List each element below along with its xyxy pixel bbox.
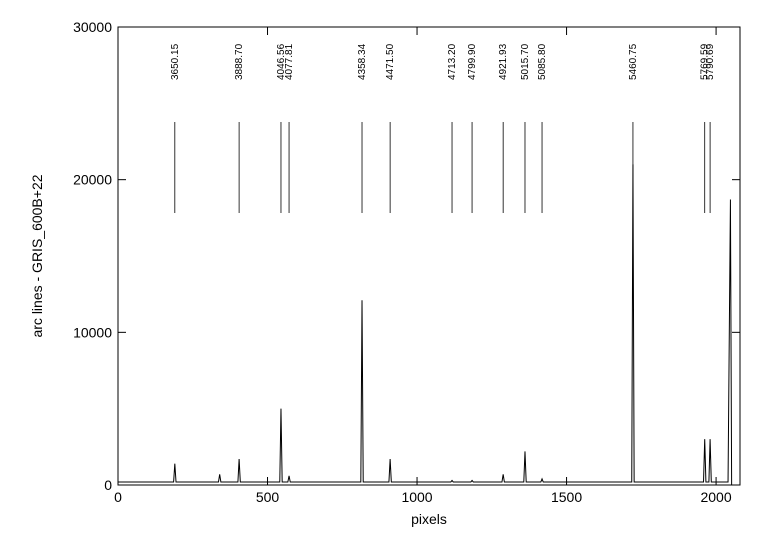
y-axis-label: arc lines - GRIS_600B+22 xyxy=(29,174,45,337)
line-id-label: 4713.20 xyxy=(447,43,458,80)
x-tick-label: 0 xyxy=(114,489,122,505)
plot-frame xyxy=(117,26,741,486)
line-id-label: 3888.70 xyxy=(234,43,245,80)
line-id-label: 4799.90 xyxy=(467,43,478,80)
line-id-label: 4358.34 xyxy=(357,43,368,80)
spectrum-line xyxy=(118,164,733,486)
line-id-label: 5460.75 xyxy=(628,43,639,80)
line-id-label: 4921.93 xyxy=(498,43,509,80)
x-tick-label: 1000 xyxy=(401,489,432,505)
line-id-label: 5769.59 xyxy=(700,43,711,80)
x-tick-label: 2000 xyxy=(700,489,731,505)
y-tick-label: 0 xyxy=(104,477,112,493)
y-tick-label: 10000 xyxy=(73,324,112,340)
line-id-label: 4046.56 xyxy=(276,43,287,80)
line-id-label: 3650.15 xyxy=(170,43,181,80)
y-tick-label: 30000 xyxy=(73,19,112,35)
x-tick-label: 1500 xyxy=(551,489,582,505)
x-tick-label: 500 xyxy=(256,489,280,505)
y-tick-label: 20000 xyxy=(73,172,112,188)
line-id-label: 4077.81 xyxy=(284,43,295,80)
line-id-label: 5015.70 xyxy=(520,43,531,80)
x-axis-label: pixels xyxy=(411,511,447,527)
line-id-label: 5790.69 xyxy=(705,43,716,80)
line-id-label: 5085.80 xyxy=(537,43,548,80)
line-id-label: 4471.50 xyxy=(385,43,396,80)
